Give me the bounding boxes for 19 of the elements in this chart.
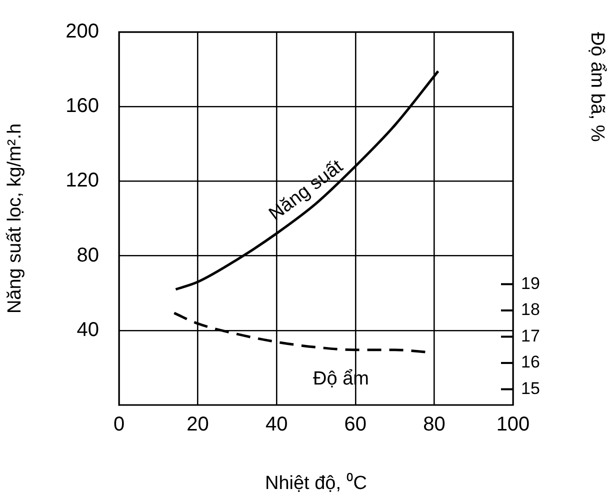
x-tick-label: 20 [186, 414, 209, 436]
y-tick-label: 120 [66, 170, 99, 192]
y2-tick-label: 17 [521, 326, 540, 346]
y-axis-title: Năng suất lọc, kg/m².h [4, 123, 26, 314]
y-tick-label: 80 [76, 244, 99, 266]
x-tick-label: 40 [265, 414, 288, 436]
y-tick-label: 160 [66, 95, 99, 118]
y2-tick-label: 15 [521, 378, 540, 398]
y2-axis-title: Độ ẩm bã, % [586, 32, 608, 142]
y-tick-label: 200 [66, 20, 99, 43]
x-axis-title: Nhiệt độ, ⁰C [264, 472, 368, 494]
y-tick-label: 40 [76, 318, 99, 341]
y2-tick-label: 19 [521, 274, 540, 293]
x-tick-label: 100 [496, 414, 530, 436]
y2-tick-label: 18 [521, 300, 540, 320]
x-tick-label: 60 [344, 414, 367, 436]
x-tick-label: 0 [113, 414, 125, 436]
y2-tick-label: 16 [521, 352, 540, 372]
x-tick-label: 80 [423, 414, 446, 436]
